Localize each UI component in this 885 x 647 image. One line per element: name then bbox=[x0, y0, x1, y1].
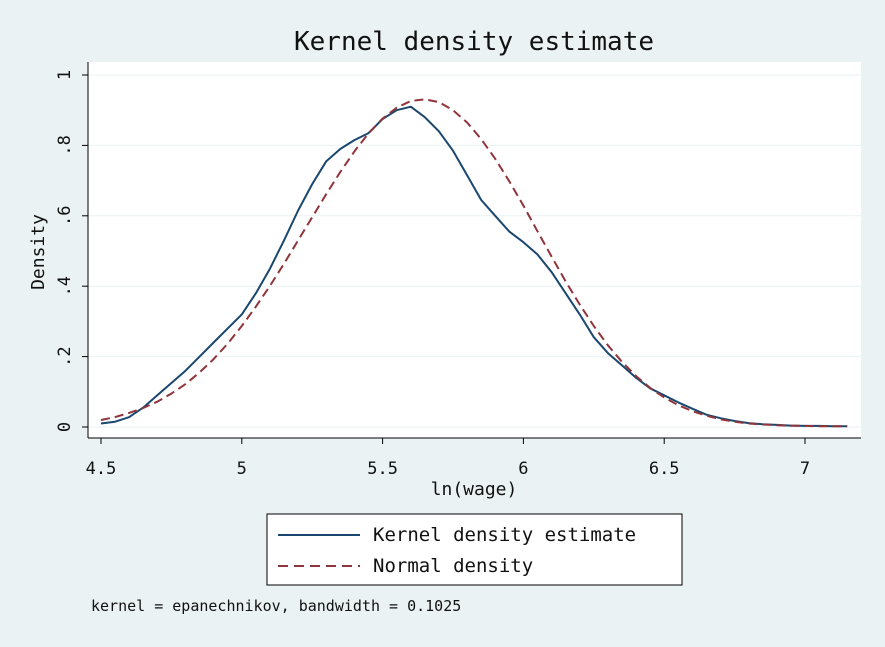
series-layer bbox=[100, 98, 848, 428]
y-tick-label: .2 bbox=[55, 346, 75, 366]
x-tick-label: 4.5 bbox=[86, 459, 117, 479]
y-axis-label: Density bbox=[28, 214, 49, 290]
y-tick-label: 1 bbox=[55, 70, 75, 80]
y-tick-label: .6 bbox=[55, 206, 75, 226]
legend-label-normal: Normal density bbox=[373, 555, 533, 577]
chart-title: Kernel density estimate bbox=[294, 27, 654, 57]
x-tick-label: 6.5 bbox=[649, 459, 680, 479]
x-axis-label: ln(wage) bbox=[431, 479, 518, 500]
x-tick-label: 7 bbox=[800, 459, 810, 479]
kernel-density-line bbox=[100, 105, 848, 428]
plot-area bbox=[88, 62, 861, 438]
x-tick-label: 6 bbox=[518, 459, 528, 479]
y-tick-label: .8 bbox=[55, 135, 75, 155]
y-tick-label: 0 bbox=[55, 422, 75, 432]
legend-label-kernel: Kernel density estimate bbox=[373, 524, 636, 546]
x-tick-label: 5 bbox=[237, 459, 247, 479]
legend: Kernel density estimate Normal density bbox=[266, 513, 683, 586]
y-tick-label: .4 bbox=[55, 276, 75, 296]
footnote: kernel = epanechnikov, bandwidth = 0.102… bbox=[91, 597, 461, 615]
legend-box bbox=[266, 513, 683, 586]
x-tick-label: 5.5 bbox=[367, 459, 398, 479]
axes-layer: 0 .2 .4 .6 .8 1 4.5 5 5.5 6 6.5 7 bbox=[55, 62, 861, 479]
normal-density-line bbox=[100, 98, 848, 428]
